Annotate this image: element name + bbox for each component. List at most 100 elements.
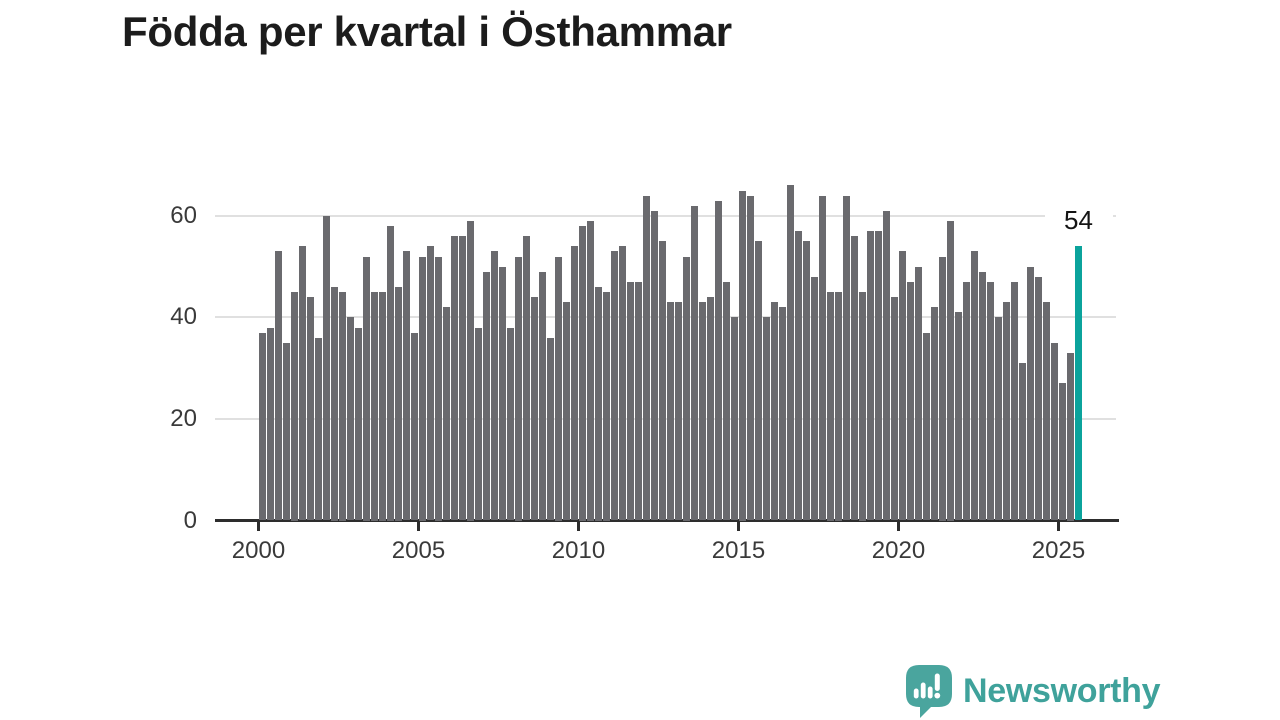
bar-2002-q2 (331, 287, 338, 521)
y-tick-label: 60 (170, 201, 197, 229)
bar-2008-q3 (531, 297, 538, 521)
bar-2012-q4 (667, 302, 674, 521)
bar-2010-q1 (579, 226, 586, 521)
y-grid-line (215, 214, 1116, 217)
bar-2005-q1 (419, 256, 426, 521)
bar-2000-q4 (283, 342, 290, 521)
bar-2017-q1 (803, 241, 810, 521)
bar-2023-q1 (995, 317, 1002, 521)
bar-2007-q3 (499, 266, 506, 521)
newsworthy-logo: Newsworthy (905, 664, 1161, 718)
bar-2021-q2 (939, 256, 946, 521)
bar-2019-q2 (875, 231, 882, 521)
x-tick (1057, 522, 1060, 531)
bar-2018-q1 (835, 292, 842, 521)
bar-2006-q1 (451, 236, 458, 521)
bar-2016-q4 (795, 231, 802, 521)
y-tick-label: 20 (170, 405, 197, 432)
x-tick-label: 2015 (711, 537, 766, 564)
bar-2025-q1 (1059, 383, 1066, 521)
y-tick-label: 0 (183, 506, 197, 534)
bar-2000-q3 (275, 251, 282, 521)
bar-2007-q2 (491, 251, 498, 521)
bar-2009-q2 (555, 256, 562, 521)
bar-2008-q4 (539, 271, 546, 521)
bar-2013-q4 (699, 302, 706, 521)
highlight-bar-2025-q3 (1075, 246, 1082, 521)
bar-2019-q1 (867, 231, 874, 521)
bar-2007-q4 (507, 327, 514, 521)
bar-2022-q3 (979, 271, 986, 521)
bar-2011-q4 (635, 281, 642, 521)
bar-2015-q1 (739, 190, 746, 521)
bar-2020-q1 (899, 251, 906, 521)
bar-2020-q4 (923, 332, 930, 521)
bar-2003-q4 (379, 292, 386, 521)
x-tick (737, 522, 740, 531)
bar-2003-q3 (371, 292, 378, 521)
bar-2020-q2 (907, 281, 914, 521)
bar-2004-q4 (411, 332, 418, 521)
bar-2007-q1 (483, 271, 490, 521)
bar-2018-q2 (843, 195, 850, 521)
bar-2021-q3 (947, 221, 954, 521)
bar-2016-q1 (771, 302, 778, 521)
bar-2004-q3 (403, 251, 410, 521)
bar-2024-q2 (1035, 276, 1042, 521)
bar-2000-q2 (267, 327, 274, 521)
bar-2005-q2 (427, 246, 434, 521)
x-tick (257, 522, 260, 531)
bar-2024-q4 (1051, 342, 1058, 521)
bar-2001-q3 (307, 297, 314, 521)
x-tick-label: 2000 (231, 537, 286, 564)
bar-2023-q3 (1011, 281, 1018, 521)
bar-2012-q2 (651, 210, 658, 521)
bar-2019-q4 (891, 297, 898, 521)
bar-2001-q2 (299, 246, 306, 521)
bar-2004-q2 (395, 287, 402, 521)
bar-2017-q4 (827, 292, 834, 521)
y-tick-label: 40 (170, 303, 197, 331)
bar-2010-q4 (603, 292, 610, 521)
bar-2013-q3 (691, 205, 698, 521)
x-tick (417, 522, 420, 531)
bar-2011-q3 (627, 281, 634, 521)
bar-2022-q1 (963, 281, 970, 521)
bar-2008-q2 (523, 236, 530, 521)
bar-2006-q4 (475, 327, 482, 521)
bar-2014-q1 (707, 297, 714, 521)
bar-2014-q3 (723, 281, 730, 521)
bar-2021-q1 (931, 307, 938, 521)
x-axis-line (215, 519, 1119, 522)
x-tick (577, 522, 580, 531)
bar-2010-q3 (595, 287, 602, 521)
bar-2001-q4 (315, 337, 322, 521)
bar-2023-q2 (1003, 302, 1010, 521)
bar-2014-q4 (731, 317, 738, 521)
bar-2002-q4 (347, 317, 354, 521)
bar-2012-q1 (643, 195, 650, 521)
bar-2025-q2 (1067, 353, 1074, 521)
bar-2009-q3 (563, 302, 570, 521)
x-tick-label: 2020 (871, 537, 926, 564)
bar-2018-q4 (859, 292, 866, 521)
bar-2022-q2 (971, 251, 978, 521)
newsworthy-logo-icon (906, 665, 952, 718)
bar-2003-q2 (363, 256, 370, 521)
x-tick-label: 2010 (551, 537, 606, 564)
bar-2018-q3 (851, 236, 858, 521)
bar-2009-q4 (571, 246, 578, 521)
bar-2021-q4 (955, 312, 962, 521)
x-tick-label: 2025 (1031, 537, 1086, 564)
chart-title: Födda per kvartal i Östhammar (122, 8, 732, 55)
bar-2024-q1 (1027, 266, 1034, 521)
bar-2000-q1 (259, 332, 266, 521)
bar-2023-q4 (1019, 363, 1026, 521)
bar-2005-q4 (443, 307, 450, 521)
last-value-annotation: 54 (1044, 205, 1113, 236)
bar-2022-q4 (987, 281, 994, 521)
bar-2010-q2 (587, 221, 594, 521)
bar-2005-q3 (435, 256, 442, 521)
bar-2014-q2 (715, 200, 722, 521)
